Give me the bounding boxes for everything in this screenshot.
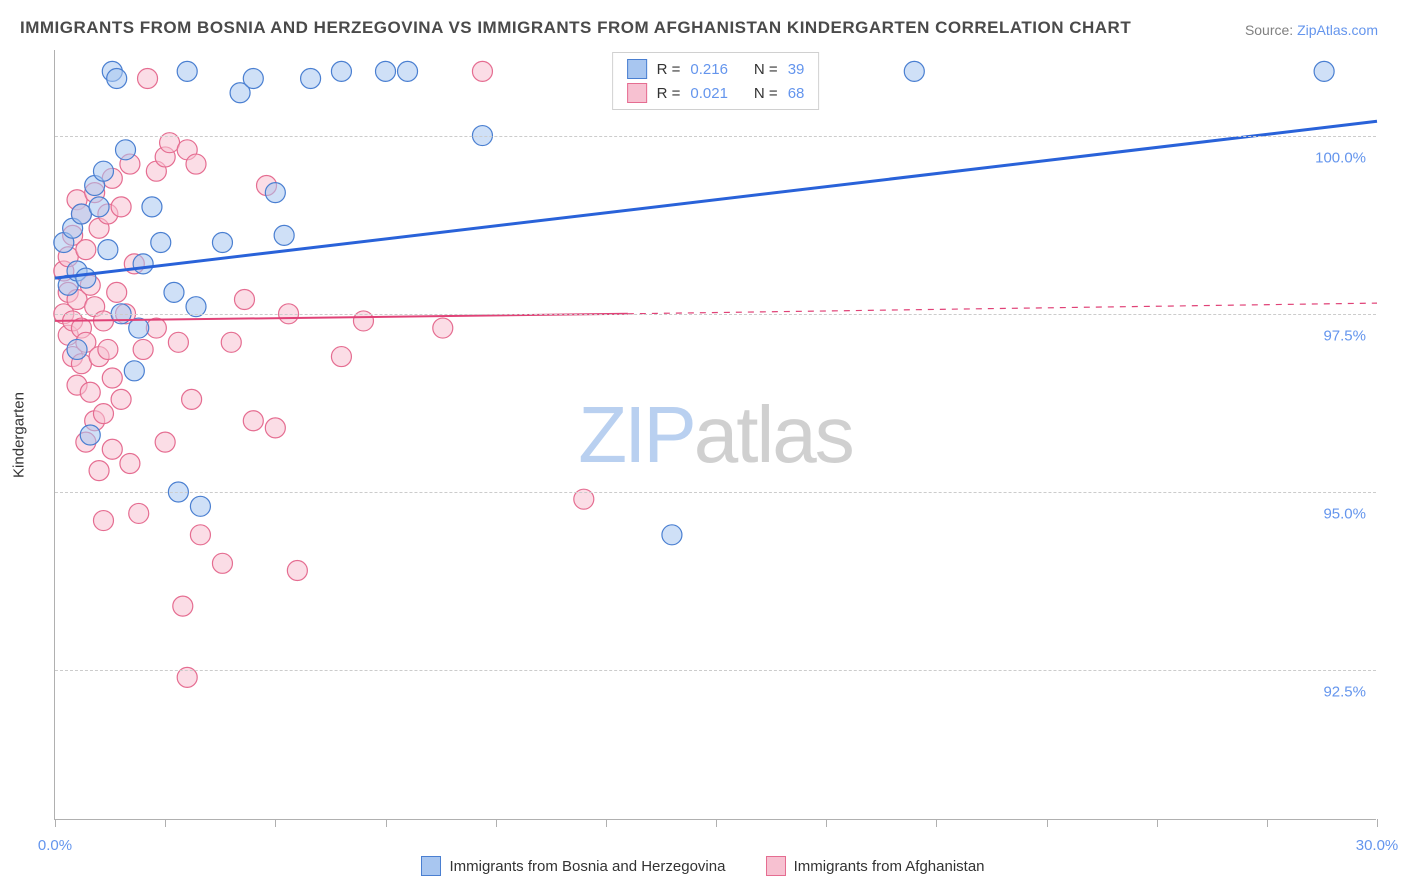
data-point bbox=[67, 339, 87, 359]
data-point bbox=[102, 368, 122, 388]
series-legend: Immigrants from Bosnia and Herzegovina I… bbox=[0, 856, 1406, 880]
data-point bbox=[151, 233, 171, 253]
x-tick bbox=[1157, 819, 1158, 827]
data-point bbox=[98, 339, 118, 359]
x-tick-label: 0.0% bbox=[38, 837, 72, 854]
data-point bbox=[102, 439, 122, 459]
swatch-series1-bottom bbox=[421, 856, 441, 876]
x-tick bbox=[496, 819, 497, 827]
trendline-series2-dash bbox=[628, 303, 1377, 314]
data-point bbox=[116, 140, 136, 160]
legend-item-series2: Immigrants from Afghanistan bbox=[766, 856, 985, 876]
y-axis-label: Kindergarten bbox=[11, 392, 28, 478]
data-point bbox=[376, 61, 396, 81]
data-point bbox=[133, 339, 153, 359]
y-tick-label: 92.5% bbox=[1323, 684, 1366, 701]
data-point bbox=[433, 318, 453, 338]
source-attribution: Source: ZipAtlas.com bbox=[1245, 22, 1378, 38]
data-point bbox=[243, 69, 263, 89]
data-point bbox=[76, 268, 96, 288]
data-point bbox=[221, 332, 241, 352]
data-point bbox=[212, 233, 232, 253]
data-point bbox=[182, 389, 202, 409]
x-tick bbox=[606, 819, 607, 827]
x-tick bbox=[1047, 819, 1048, 827]
data-point bbox=[287, 560, 307, 580]
x-tick bbox=[386, 819, 387, 827]
legend-item-series1: Immigrants from Bosnia and Herzegovina bbox=[421, 856, 725, 876]
y-tick-label: 97.5% bbox=[1323, 327, 1366, 344]
data-point bbox=[190, 496, 210, 516]
data-point bbox=[80, 382, 100, 402]
data-point bbox=[89, 461, 109, 481]
data-point bbox=[93, 161, 113, 181]
data-point bbox=[243, 411, 263, 431]
swatch-series2-bottom bbox=[766, 856, 786, 876]
x-tick bbox=[275, 819, 276, 827]
data-point bbox=[111, 389, 131, 409]
data-point bbox=[168, 332, 188, 352]
data-point bbox=[190, 525, 210, 545]
gridline bbox=[55, 670, 1376, 671]
x-tick bbox=[936, 819, 937, 827]
trendline-series1 bbox=[55, 121, 1377, 278]
data-point bbox=[146, 318, 166, 338]
y-tick-label: 95.0% bbox=[1323, 506, 1366, 523]
data-point bbox=[472, 61, 492, 81]
source-name: ZipAtlas.com bbox=[1297, 22, 1378, 38]
trendline-series2-solid bbox=[55, 314, 628, 321]
data-point bbox=[662, 525, 682, 545]
gridline bbox=[55, 314, 1376, 315]
data-point bbox=[124, 361, 144, 381]
data-point bbox=[142, 197, 162, 217]
gridline bbox=[55, 492, 1376, 493]
data-point bbox=[331, 347, 351, 367]
data-point bbox=[107, 69, 127, 89]
x-tick bbox=[55, 819, 56, 827]
x-tick bbox=[1267, 819, 1268, 827]
x-tick bbox=[165, 819, 166, 827]
data-point bbox=[133, 254, 153, 274]
data-point bbox=[265, 418, 285, 438]
x-tick bbox=[826, 819, 827, 827]
data-point bbox=[93, 511, 113, 531]
data-point bbox=[177, 61, 197, 81]
data-point bbox=[274, 225, 294, 245]
data-point bbox=[265, 183, 285, 203]
x-tick bbox=[716, 819, 717, 827]
data-point bbox=[331, 61, 351, 81]
data-point bbox=[120, 454, 140, 474]
data-point bbox=[212, 553, 232, 573]
data-point bbox=[76, 240, 96, 260]
series2-label: Immigrants from Afghanistan bbox=[794, 858, 985, 875]
data-point bbox=[93, 404, 113, 424]
chart-title: IMMIGRANTS FROM BOSNIA AND HERZEGOVINA V… bbox=[20, 18, 1131, 38]
gridline bbox=[55, 136, 1376, 137]
data-point bbox=[129, 318, 149, 338]
data-point bbox=[111, 197, 131, 217]
data-point bbox=[98, 240, 118, 260]
x-tick-label: 30.0% bbox=[1356, 837, 1399, 854]
plot-area: Kindergarten ZIPatlas R = 0.216 N = 39 R… bbox=[54, 50, 1376, 820]
data-point bbox=[129, 503, 149, 523]
data-point bbox=[71, 204, 91, 224]
data-point bbox=[80, 425, 100, 445]
data-point bbox=[107, 282, 127, 302]
y-tick-label: 100.0% bbox=[1315, 149, 1366, 166]
data-point bbox=[138, 69, 158, 89]
series1-label: Immigrants from Bosnia and Herzegovina bbox=[449, 858, 725, 875]
x-tick bbox=[1377, 819, 1378, 827]
data-point bbox=[89, 197, 109, 217]
data-point bbox=[155, 432, 175, 452]
chart-svg bbox=[55, 50, 1376, 819]
data-point bbox=[398, 61, 418, 81]
data-point bbox=[173, 596, 193, 616]
data-point bbox=[904, 61, 924, 81]
source-label: Source: bbox=[1245, 22, 1297, 38]
data-point bbox=[164, 282, 184, 302]
data-point bbox=[1314, 61, 1334, 81]
data-point bbox=[301, 69, 321, 89]
data-point bbox=[186, 154, 206, 174]
data-point bbox=[234, 290, 254, 310]
